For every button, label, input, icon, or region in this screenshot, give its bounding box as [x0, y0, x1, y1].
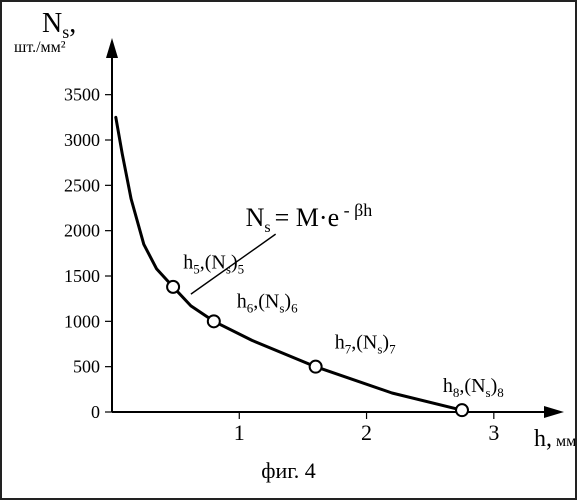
point-label: h8,(Ns)8	[443, 375, 504, 400]
y-tick-label: 1500	[64, 266, 100, 286]
x-axis-unit: мм	[556, 433, 575, 450]
y-axis-unit: шт./мм²	[14, 39, 66, 56]
data-marker	[310, 361, 322, 373]
chart-svg: 0 500 1000 1500 2000 2500 3000 3500 1 2 3 Ns,шт./мм…	[2, 2, 575, 498]
point-label: h6,(Ns)6	[237, 291, 298, 316]
y-tick-label: 500	[73, 357, 100, 377]
figure-frame: 0 500 1000 1500 2000 2500 3000 3500 1 2 3 Ns,шт./мм…	[0, 0, 577, 500]
figure-caption: фиг. 4	[261, 458, 316, 483]
y-tick-label: 3500	[64, 85, 100, 105]
data-marker	[208, 315, 220, 327]
x-tick-label: 1	[234, 420, 245, 445]
y-tick-label: 2000	[64, 221, 100, 241]
x-tick-label: 3	[488, 420, 499, 445]
x-tick-label: 2	[361, 420, 372, 445]
y-axis-title: Ns,	[42, 8, 76, 42]
x-axis-title: h,	[534, 426, 552, 452]
data-marker	[456, 404, 468, 416]
point-label: h7,(Ns)7	[335, 332, 396, 357]
data-marker	[167, 281, 179, 293]
y-tick-label: 0	[91, 402, 100, 422]
y-tick-label: 1000	[64, 311, 100, 331]
y-tick-label: 3000	[64, 130, 100, 150]
point-label: h5,(Ns)5	[183, 252, 244, 277]
y-tick-label: 2500	[64, 175, 100, 195]
